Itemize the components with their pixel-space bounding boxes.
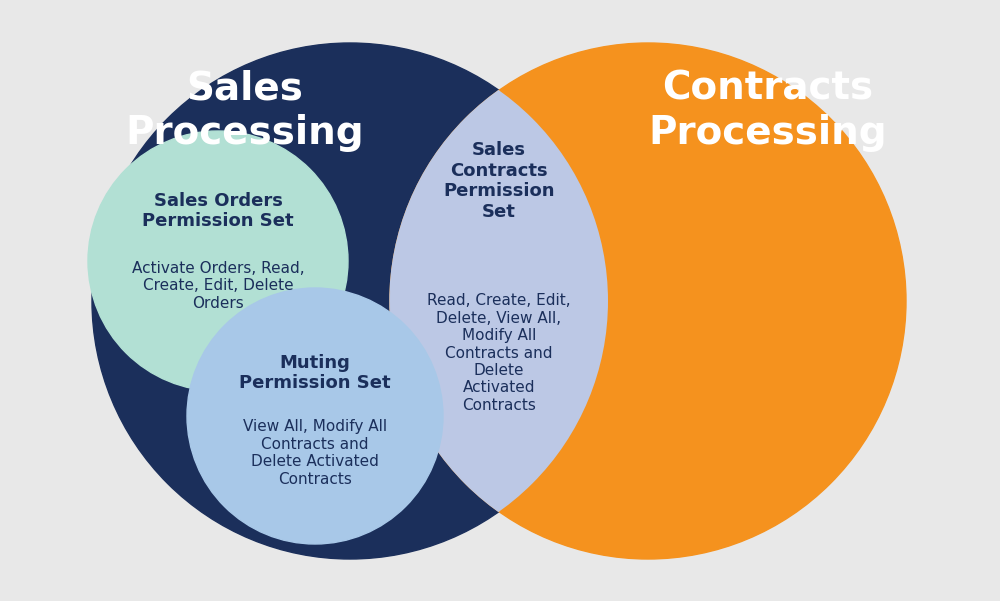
Text: Sales
Processing: Sales Processing: [126, 70, 364, 152]
Circle shape: [92, 43, 608, 559]
Circle shape: [88, 131, 348, 391]
Text: Read, Create, Edit,
Delete, View All,
Modify All
Contracts and
Delete
Activated
: Read, Create, Edit, Delete, View All, Mo…: [427, 293, 571, 413]
Circle shape: [390, 43, 906, 559]
Circle shape: [390, 43, 906, 559]
Text: Sales
Contracts
Permission
Set: Sales Contracts Permission Set: [443, 141, 555, 221]
Text: Muting
Permission Set: Muting Permission Set: [239, 353, 391, 392]
Text: Contracts
Processing: Contracts Processing: [649, 70, 887, 152]
Text: View All, Modify All
Contracts and
Delete Activated
Contracts: View All, Modify All Contracts and Delet…: [243, 419, 387, 487]
Circle shape: [187, 288, 443, 544]
Text: Sales Orders
Permission Set: Sales Orders Permission Set: [142, 192, 294, 230]
Text: Activate Orders, Read,
Create, Edit, Delete
Orders: Activate Orders, Read, Create, Edit, Del…: [132, 261, 304, 311]
